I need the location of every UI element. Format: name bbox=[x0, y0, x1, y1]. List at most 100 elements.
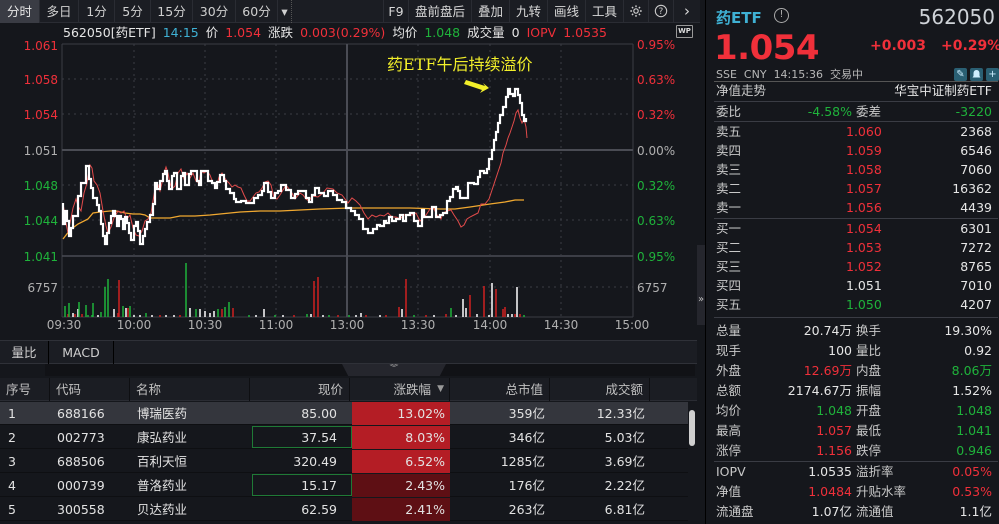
y-tick-left: 1.061 bbox=[23, 39, 58, 53]
tab-multiday[interactable]: 多日 bbox=[40, 0, 79, 23]
tab-30min[interactable]: 30分 bbox=[193, 0, 236, 23]
bid-level-4[interactable]: 买四 1.051 7010 bbox=[706, 277, 998, 295]
alert-button[interactable] bbox=[970, 68, 983, 81]
col-index[interactable]: 序号 bbox=[0, 378, 50, 401]
exchange: SSE bbox=[716, 68, 737, 81]
overlay-button[interactable]: 叠加 bbox=[471, 0, 509, 23]
ask-level-3[interactable]: 卖三 1.058 7060 bbox=[706, 161, 998, 179]
next-button[interactable]: › bbox=[673, 0, 700, 23]
y-tick-right: 0.63% bbox=[637, 214, 676, 228]
table-row[interactable]: 4 000739 普洛药业 15.17 2.43% 176亿 2.22亿 bbox=[0, 474, 688, 497]
row-code: 688166 bbox=[57, 406, 105, 421]
stat-value: 20.74万 bbox=[803, 323, 852, 338]
price-label: 价 bbox=[205, 25, 219, 40]
panel-splitter[interactable]: ︾ bbox=[45, 364, 695, 376]
bid-level-5[interactable]: 买五 1.050 4207 bbox=[706, 296, 998, 314]
table-row[interactable]: 2 002773 康弘药业 37.54 8.03% 346亿 5.03亿 bbox=[0, 426, 688, 449]
tab-5min[interactable]: 5分 bbox=[115, 0, 151, 23]
tab-macd[interactable]: MACD bbox=[49, 341, 114, 364]
col-name[interactable]: 名称 bbox=[130, 378, 250, 401]
row-code: 300558 bbox=[57, 502, 105, 517]
ask-level-5[interactable]: 卖五 1.060 2368 bbox=[706, 123, 998, 141]
security-code-name: 562050[药ETF] bbox=[63, 25, 156, 40]
wp-badge-button[interactable]: WP bbox=[676, 25, 693, 38]
col-price[interactable]: 现价 bbox=[250, 378, 350, 401]
table-row[interactable]: 1 688166 博瑞医药 85.00 13.02% 359亿 12.33亿 bbox=[0, 402, 688, 425]
table-row[interactable]: 3 688506 百利天恒 320.49 6.52% 1285亿 3.69亿 bbox=[0, 450, 688, 473]
ask-label: 卖三 bbox=[716, 162, 742, 177]
row-market-cap: 346亿 bbox=[508, 430, 545, 445]
nine-turn-button[interactable]: 九转 bbox=[509, 0, 547, 23]
quote-panel: 药ETF ! 562050 1.054 +0.003 +0.29% SSE CN… bbox=[705, 0, 999, 524]
tab-1min[interactable]: 1分 bbox=[79, 0, 115, 23]
tab-volume-ratio[interactable]: 量比 bbox=[0, 341, 49, 364]
stat-value: 1.07亿 bbox=[811, 504, 852, 519]
tab-15min[interactable]: 15分 bbox=[151, 0, 193, 23]
table-scrollbar[interactable] bbox=[688, 402, 697, 524]
stat-value: 1.1亿 bbox=[959, 504, 992, 519]
row-name: 博瑞医药 bbox=[137, 406, 188, 421]
ask-volume: 7060 bbox=[960, 162, 992, 177]
bid-level-2[interactable]: 买二 1.053 7272 bbox=[706, 239, 998, 257]
double-chevron-right-icon: » bbox=[697, 294, 705, 305]
col-market-cap[interactable]: 总市值 bbox=[450, 378, 550, 401]
settings-button[interactable] bbox=[623, 0, 648, 23]
tab-intraday[interactable]: 分时 bbox=[0, 0, 40, 23]
row-change-pct: 8.03% bbox=[352, 426, 450, 449]
draw-line-button[interactable]: 画线 bbox=[547, 0, 585, 23]
row-price: 37.54 bbox=[252, 426, 352, 448]
x-tick: 14:30 bbox=[543, 318, 579, 332]
volume-tick-right: 6757 bbox=[637, 281, 668, 295]
ask-volume: 4439 bbox=[960, 200, 992, 215]
col-change-pct[interactable]: 涨跌幅 ▼ bbox=[350, 378, 450, 401]
x-tick: 15:00 bbox=[614, 318, 650, 332]
more-periods-dropdown[interactable]: ▾ bbox=[278, 0, 292, 23]
col-code[interactable]: 代码 bbox=[50, 378, 130, 401]
weibi-label: 委比 bbox=[716, 104, 742, 119]
col-turnover[interactable]: 成交额 bbox=[550, 378, 650, 401]
collapse-button[interactable]: ︾ bbox=[342, 364, 446, 376]
iopv-value: 1.0535 bbox=[563, 25, 607, 40]
intraday-chart[interactable]: 1.061 1.058 1.054 1.051 1.048 1.044 1.04… bbox=[0, 23, 700, 340]
bid-level-1[interactable]: 买一 1.054 6301 bbox=[706, 220, 998, 238]
ask-level-4[interactable]: 卖四 1.059 6546 bbox=[706, 142, 998, 160]
table-row[interactable]: 5 300558 贝达药业 62.59 2.41% 263亿 6.81亿 bbox=[0, 498, 688, 521]
stat-value: 1.048 bbox=[816, 403, 852, 418]
add-watchlist-button[interactable]: + bbox=[986, 68, 999, 81]
stat-label: 振幅 bbox=[856, 383, 882, 398]
edit-button[interactable]: ✎ bbox=[954, 68, 967, 81]
stat-label: 开盘 bbox=[856, 403, 882, 418]
price-value: 1.054 bbox=[225, 25, 262, 40]
f9-button[interactable]: F9 bbox=[383, 0, 408, 23]
bid-volume: 7272 bbox=[960, 240, 992, 255]
quote-info-line: 562050[药ETF] 14:15 价 1.054 涨跌 0.003(0.29%) 均价 1… bbox=[63, 24, 614, 42]
avg-price-value: 1.048 bbox=[424, 25, 461, 40]
nav-trend-row[interactable]: 净值走势 华宝中证制药ETF bbox=[706, 82, 998, 100]
security-code: 562050 bbox=[918, 5, 995, 29]
change-label: 涨跌 bbox=[268, 25, 294, 40]
side-panel-expand-button[interactable]: » bbox=[697, 245, 705, 325]
help-button[interactable]: ? bbox=[648, 0, 673, 23]
ask-level-2[interactable]: 卖二 1.057 16362 bbox=[706, 180, 998, 198]
svg-text:?: ? bbox=[659, 7, 664, 17]
scrollbar-thumb[interactable] bbox=[689, 410, 695, 446]
y-tick-left: 1.054 bbox=[23, 108, 58, 122]
chart-canvas[interactable] bbox=[0, 23, 700, 340]
tab-60min[interactable]: 60分 bbox=[236, 0, 278, 23]
info-icon[interactable]: ! bbox=[774, 8, 789, 23]
bid-level-3[interactable]: 买三 1.052 8765 bbox=[706, 258, 998, 276]
volume-label: 成交量 bbox=[467, 25, 505, 40]
stat-row: 总额 2174.67万 振幅 1.52% bbox=[706, 382, 998, 400]
constituents-table: 序号 代码 名称 现价 涨跌幅 ▼ 总市值 成交额 1 688166 博瑞医药 8… bbox=[0, 378, 697, 524]
stat-value: 8.06万 bbox=[951, 363, 992, 378]
row-code: 000739 bbox=[57, 478, 105, 493]
tools-button[interactable]: 工具 bbox=[585, 0, 623, 23]
row-index: 5 bbox=[8, 502, 16, 517]
pre-post-market-button[interactable]: 盘前盘后 bbox=[408, 0, 471, 23]
ask-level-1[interactable]: 卖一 1.056 4439 bbox=[706, 199, 998, 217]
bid-label: 买三 bbox=[716, 259, 742, 274]
bid-price: 1.052 bbox=[846, 259, 882, 274]
ask-volume: 16362 bbox=[952, 181, 992, 196]
stat-label: 均价 bbox=[716, 403, 742, 418]
row-index: 1 bbox=[8, 406, 16, 421]
